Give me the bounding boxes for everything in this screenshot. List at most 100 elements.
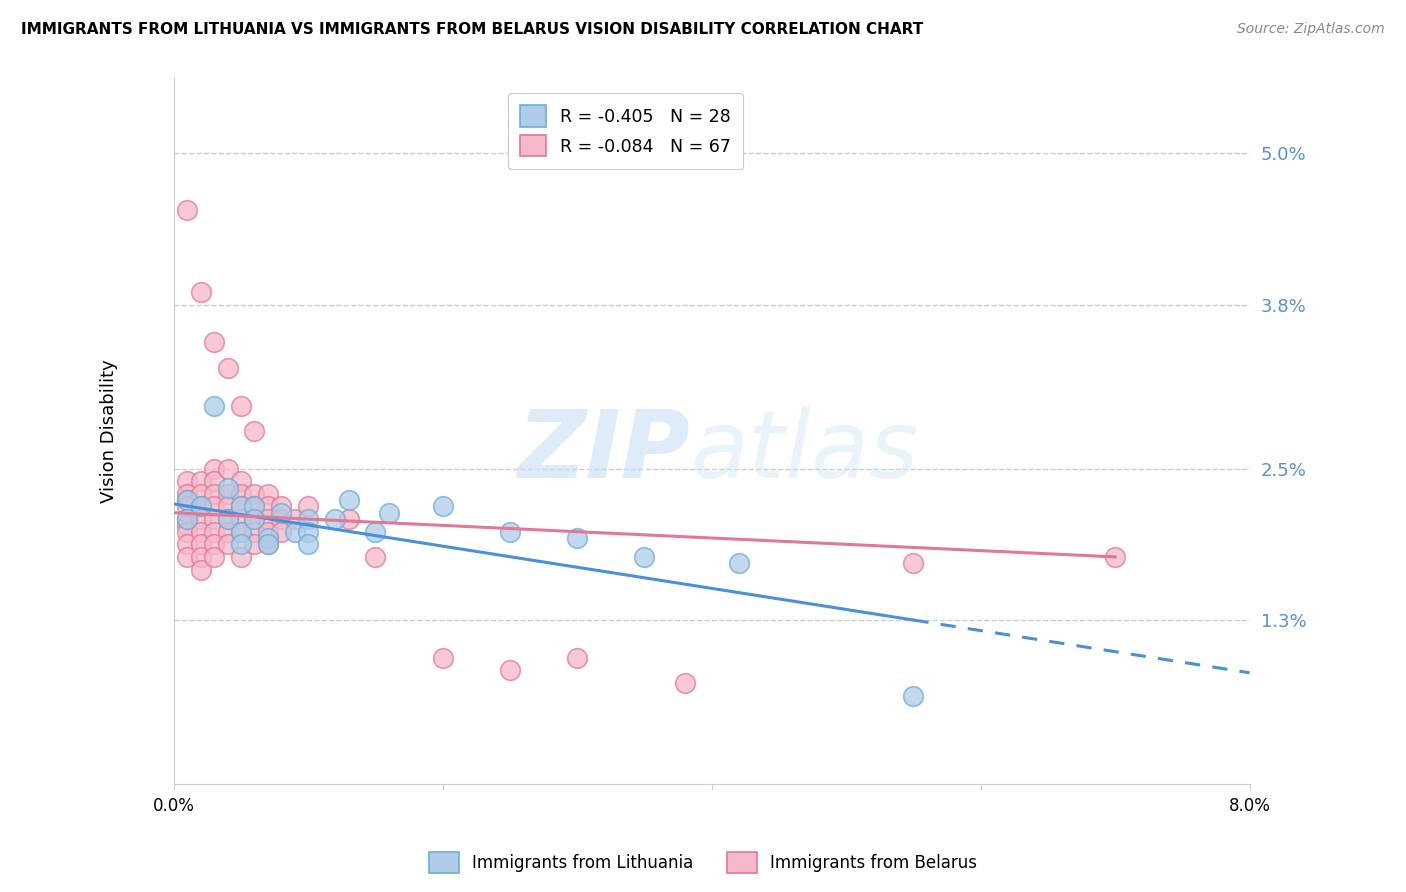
Point	[337, 493, 360, 508]
Text: IMMIGRANTS FROM LITHUANIA VS IMMIGRANTS FROM BELARUS VISION DISABILITY CORRELATI: IMMIGRANTS FROM LITHUANIA VS IMMIGRANTS …	[21, 22, 924, 37]
Point	[243, 512, 266, 526]
Point	[243, 424, 266, 438]
Point	[633, 549, 655, 564]
Point	[217, 481, 239, 495]
Point	[567, 651, 589, 665]
Point	[297, 524, 319, 539]
Point	[243, 537, 266, 551]
Point	[176, 487, 198, 501]
Point	[229, 474, 252, 488]
Point	[270, 506, 292, 520]
Point	[176, 537, 198, 551]
Point	[257, 487, 280, 501]
Point	[176, 474, 198, 488]
Point	[190, 500, 212, 514]
Point	[190, 500, 212, 514]
Point	[176, 549, 198, 564]
Point	[270, 512, 292, 526]
Legend: R = -0.405   N = 28, R = -0.084   N = 67: R = -0.405 N = 28, R = -0.084 N = 67	[508, 93, 744, 169]
Point	[364, 524, 387, 539]
Point	[229, 500, 252, 514]
Point	[364, 549, 387, 564]
Point	[217, 537, 239, 551]
Point	[190, 285, 212, 299]
Point	[176, 493, 198, 508]
Point	[257, 537, 280, 551]
Point	[202, 537, 225, 551]
Point	[217, 512, 239, 526]
Point	[202, 524, 225, 539]
Point	[229, 549, 252, 564]
Point	[1104, 549, 1126, 564]
Point	[567, 531, 589, 545]
Point	[217, 487, 239, 501]
Point	[903, 689, 925, 703]
Point	[229, 512, 252, 526]
Text: Source: ZipAtlas.com: Source: ZipAtlas.com	[1237, 22, 1385, 37]
Point	[229, 487, 252, 501]
Point	[378, 506, 401, 520]
Point	[243, 500, 266, 514]
Point	[297, 512, 319, 526]
Point	[257, 512, 280, 526]
Point	[297, 537, 319, 551]
Point	[243, 524, 266, 539]
Point	[217, 500, 239, 514]
Legend: Immigrants from Lithuania, Immigrants from Belarus: Immigrants from Lithuania, Immigrants fr…	[422, 846, 984, 880]
Point	[176, 493, 198, 508]
Point	[323, 512, 346, 526]
Point	[202, 335, 225, 350]
Point	[190, 524, 212, 539]
Point	[176, 512, 198, 526]
Point	[229, 524, 252, 539]
Point	[257, 531, 280, 545]
Point	[673, 676, 696, 690]
Point	[257, 500, 280, 514]
Point	[217, 524, 239, 539]
Point	[270, 524, 292, 539]
Point	[229, 524, 252, 539]
Point	[217, 360, 239, 375]
Point	[202, 399, 225, 413]
Point	[217, 512, 239, 526]
Point	[499, 664, 522, 678]
Text: Vision Disability: Vision Disability	[100, 359, 118, 502]
Point	[257, 537, 280, 551]
Point	[229, 537, 252, 551]
Point	[257, 524, 280, 539]
Point	[176, 202, 198, 217]
Text: atlas: atlas	[690, 407, 918, 498]
Point	[190, 563, 212, 577]
Point	[202, 474, 225, 488]
Point	[202, 549, 225, 564]
Point	[297, 500, 319, 514]
Point	[176, 512, 198, 526]
Point	[432, 651, 454, 665]
Point	[243, 512, 266, 526]
Point	[270, 500, 292, 514]
Point	[499, 524, 522, 539]
Point	[202, 500, 225, 514]
Point	[190, 549, 212, 564]
Point	[727, 556, 749, 570]
Point	[202, 512, 225, 526]
Point	[229, 500, 252, 514]
Point	[217, 461, 239, 475]
Point	[229, 399, 252, 413]
Point	[432, 500, 454, 514]
Point	[284, 512, 307, 526]
Point	[243, 487, 266, 501]
Point	[190, 474, 212, 488]
Point	[190, 537, 212, 551]
Point	[903, 556, 925, 570]
Point	[243, 500, 266, 514]
Point	[337, 512, 360, 526]
Point	[190, 512, 212, 526]
Point	[284, 524, 307, 539]
Point	[176, 518, 198, 533]
Point	[176, 524, 198, 539]
Point	[176, 500, 198, 514]
Point	[202, 487, 225, 501]
Text: ZIP: ZIP	[517, 406, 690, 498]
Point	[202, 461, 225, 475]
